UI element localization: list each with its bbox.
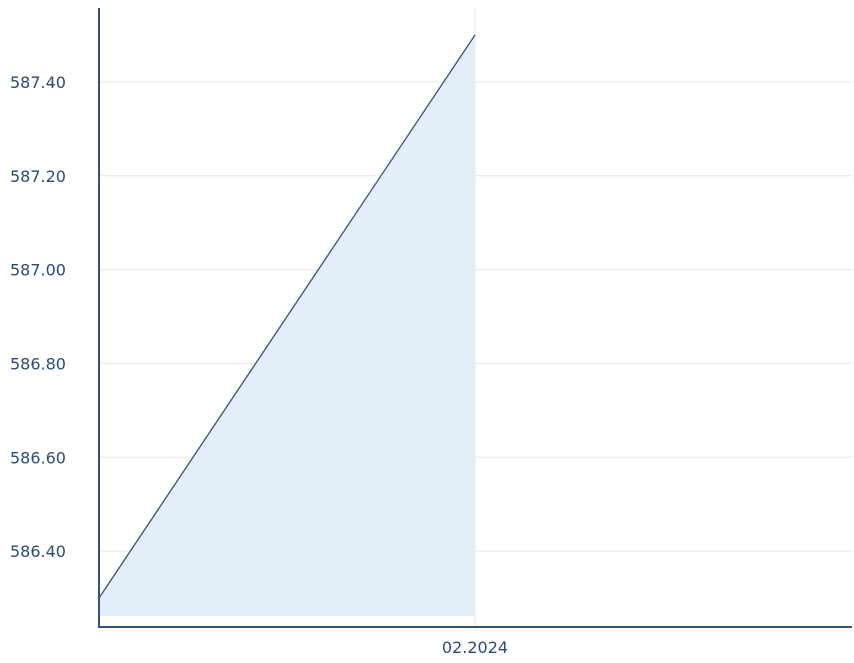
axes (98, 8, 852, 628)
y-tick-label: 587.00 (10, 261, 66, 280)
y-tick-label: 587.40 (10, 73, 66, 92)
series-area-group (98, 34, 476, 616)
series-line (98, 34, 476, 599)
y-tick-label: 586.40 (10, 542, 66, 561)
series-area-fill (99, 35, 475, 616)
tick-labels: 586.40 586.60 586.80 587.00 587.20 587.40 02.2… (10, 73, 508, 657)
y-tick-label: 586.80 (10, 354, 66, 373)
x-tick-label: 02.2024 (442, 638, 508, 657)
y-tick-label: 586.60 (10, 448, 66, 467)
y-tick-label: 587.20 (10, 167, 66, 186)
